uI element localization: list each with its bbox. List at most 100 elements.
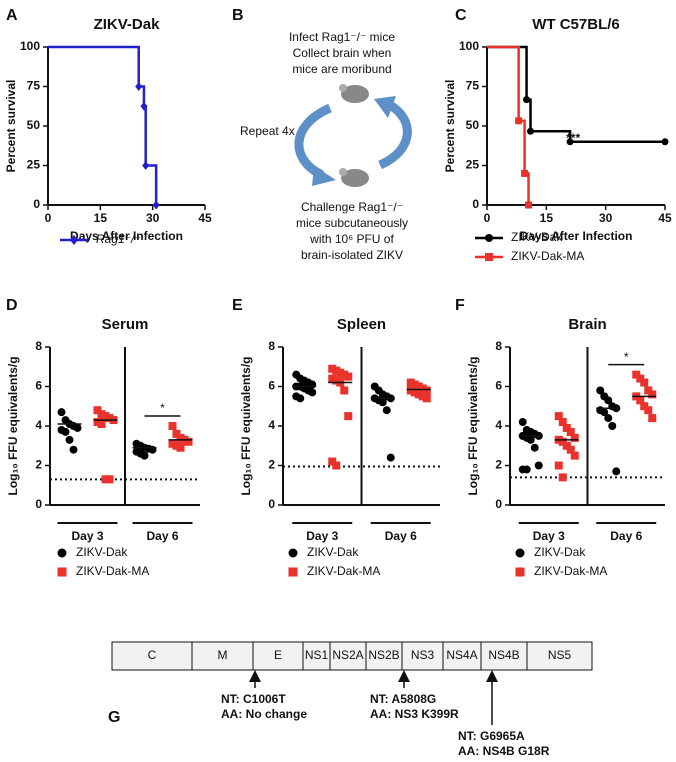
point bbox=[422, 386, 431, 395]
y-tick-label: 0 bbox=[35, 497, 42, 511]
diagram-text: Repeat 4x bbox=[240, 124, 295, 138]
legend-marker bbox=[485, 253, 493, 261]
point bbox=[534, 461, 543, 470]
point bbox=[176, 443, 185, 452]
y-tick-label: 8 bbox=[268, 339, 275, 353]
y-tick-label: 4 bbox=[495, 418, 502, 432]
diagram-text: brain-isolated ZIKV bbox=[301, 248, 403, 262]
x-tick-label: 45 bbox=[198, 211, 212, 225]
chart-title: Serum bbox=[102, 316, 149, 333]
point bbox=[140, 451, 149, 460]
category-label: Day 6 bbox=[385, 529, 417, 543]
legend-label: ZIKV-Dak-MA bbox=[76, 564, 149, 578]
x-tick-label: 30 bbox=[599, 211, 613, 225]
y-tick-label: 2 bbox=[268, 458, 275, 472]
point bbox=[378, 398, 387, 407]
point bbox=[640, 378, 649, 387]
diagram-text: mice subcutaneously bbox=[296, 216, 408, 230]
legend-label: Rag1⁻/⁻ bbox=[96, 232, 141, 246]
point bbox=[596, 386, 605, 395]
segment-label: E bbox=[274, 648, 282, 662]
x-axis-label: Days After Infection bbox=[520, 229, 633, 243]
panel-label: G bbox=[108, 709, 120, 726]
point bbox=[518, 418, 527, 427]
y-tick-label: 100 bbox=[459, 39, 479, 53]
segment-label: M bbox=[218, 648, 228, 662]
point bbox=[61, 427, 70, 436]
legend-marker bbox=[70, 235, 78, 245]
category-label: Day 6 bbox=[146, 529, 178, 543]
point bbox=[570, 433, 579, 442]
y-axis-label: Log₁₀ FFU equivalents/g bbox=[466, 356, 480, 495]
y-tick-label: 0 bbox=[495, 497, 502, 511]
mutation-aa: AA: NS3 K399R bbox=[370, 707, 459, 721]
point bbox=[57, 408, 66, 417]
point bbox=[530, 443, 539, 452]
genome-segment bbox=[401, 641, 444, 671]
y-axis-label: Log₁₀ FFU equivalents/g bbox=[239, 356, 253, 495]
point bbox=[148, 445, 157, 454]
genome-segment bbox=[365, 641, 403, 671]
segment-label: NS3 bbox=[411, 648, 435, 662]
point bbox=[604, 396, 613, 405]
category-label: Day 3 bbox=[306, 529, 338, 543]
y-axis-label: Log₁₀ FFU equivalents/g bbox=[6, 356, 20, 495]
legend-label: ZIKV-Dak-MA bbox=[511, 249, 584, 263]
x-tick-label: 45 bbox=[658, 211, 672, 225]
y-tick-label: 0 bbox=[33, 197, 40, 211]
point bbox=[382, 406, 391, 415]
mutation-aa: AA: NS4B G18R bbox=[458, 744, 550, 758]
legend-marker bbox=[288, 567, 298, 577]
y-tick-label: 4 bbox=[268, 418, 275, 432]
y-tick-label: 25 bbox=[27, 158, 41, 172]
legend-marker bbox=[515, 567, 525, 577]
point bbox=[661, 138, 669, 146]
category-label: Day 3 bbox=[71, 529, 103, 543]
y-tick-label: 8 bbox=[35, 339, 42, 353]
point bbox=[604, 414, 613, 423]
legend-marker bbox=[57, 567, 67, 577]
point bbox=[65, 435, 74, 444]
genome-segment bbox=[111, 641, 193, 671]
y-tick-label: 0 bbox=[472, 197, 479, 211]
point bbox=[608, 422, 617, 430]
segment-label: NS2A bbox=[332, 648, 363, 662]
point bbox=[184, 437, 193, 446]
point bbox=[69, 445, 78, 454]
mutation-nt: NT: A5808G bbox=[370, 692, 436, 706]
legend-marker bbox=[515, 548, 525, 558]
y-tick-label: 2 bbox=[35, 458, 42, 472]
mouse-icon bbox=[339, 84, 369, 187]
point bbox=[140, 101, 148, 111]
x-tick-label: 0 bbox=[484, 211, 491, 225]
diagram-text: Infect Rag1⁻/⁻ mice bbox=[289, 30, 395, 44]
point bbox=[527, 127, 535, 135]
survival-line bbox=[48, 45, 158, 205]
significance: * bbox=[160, 401, 165, 415]
x-axis-label: Days After Infection bbox=[70, 229, 183, 243]
chart-title: Spleen bbox=[337, 316, 386, 333]
panel-label: A bbox=[6, 7, 18, 24]
y-tick-label: 6 bbox=[35, 379, 42, 393]
panel-label: B bbox=[232, 7, 244, 24]
y-tick-label: 6 bbox=[495, 379, 502, 393]
point bbox=[308, 388, 317, 397]
category-label: Day 3 bbox=[533, 529, 565, 543]
point bbox=[566, 445, 575, 454]
diagram-text: mice are moribund bbox=[292, 62, 391, 76]
y-tick-label: 50 bbox=[466, 118, 480, 132]
point bbox=[600, 408, 609, 417]
segment-label: C bbox=[148, 648, 157, 662]
genome-segment bbox=[526, 641, 593, 671]
point bbox=[566, 427, 575, 436]
legend-label: ZIKV-Dak-MA bbox=[534, 564, 607, 578]
point bbox=[105, 475, 114, 484]
legend-marker bbox=[57, 548, 67, 558]
x-tick-label: 15 bbox=[94, 211, 108, 225]
y-tick-label: 4 bbox=[35, 418, 42, 432]
chart-title: ZIKV-Dak bbox=[94, 16, 161, 33]
genome-segment bbox=[329, 641, 367, 671]
significance: * bbox=[624, 350, 629, 364]
genome-segment bbox=[252, 641, 304, 671]
